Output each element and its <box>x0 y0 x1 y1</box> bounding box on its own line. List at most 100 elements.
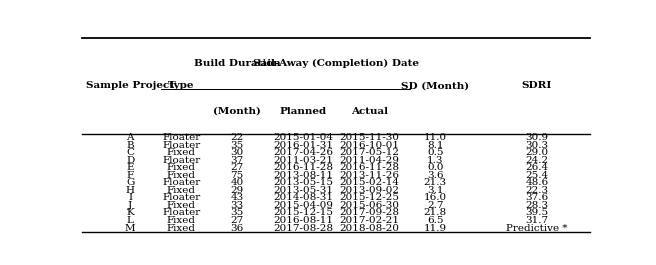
Text: D: D <box>126 156 134 165</box>
Text: 11.0: 11.0 <box>424 133 447 142</box>
Text: 2016-08-11: 2016-08-11 <box>273 216 333 225</box>
Text: Floater: Floater <box>162 133 200 142</box>
Text: 28.3: 28.3 <box>525 201 548 210</box>
Text: Type: Type <box>168 81 194 90</box>
Text: 22.3: 22.3 <box>525 186 548 195</box>
Text: 27: 27 <box>230 216 243 225</box>
Text: Floater: Floater <box>162 156 200 165</box>
Text: 2016-11-28: 2016-11-28 <box>339 163 400 172</box>
Text: 11.9: 11.9 <box>424 223 447 232</box>
Text: 30.9: 30.9 <box>525 133 548 142</box>
Text: 2013-09-02: 2013-09-02 <box>339 186 400 195</box>
Text: 29: 29 <box>230 186 243 195</box>
Text: Fixed: Fixed <box>167 216 195 225</box>
Text: 2015-01-04: 2015-01-04 <box>273 133 333 142</box>
Text: Floater: Floater <box>162 193 200 202</box>
Text: 33: 33 <box>230 201 243 210</box>
Text: 35: 35 <box>230 209 243 218</box>
Text: H: H <box>126 186 134 195</box>
Text: Planned: Planned <box>279 107 327 116</box>
Text: 31.7: 31.7 <box>525 216 548 225</box>
Text: 2017-04-26: 2017-04-26 <box>273 148 333 157</box>
Text: C: C <box>127 148 134 157</box>
Text: G: G <box>126 178 134 187</box>
Text: E: E <box>127 163 134 172</box>
Text: 2015-06-30: 2015-06-30 <box>339 201 400 210</box>
Text: M: M <box>125 223 136 232</box>
Text: 2016-11-28: 2016-11-28 <box>273 163 333 172</box>
Text: F: F <box>127 171 134 180</box>
Text: Floater: Floater <box>162 209 200 218</box>
Text: 2015-02-14: 2015-02-14 <box>339 178 400 187</box>
Text: 21.3: 21.3 <box>424 178 447 187</box>
Text: 2013-11-26: 2013-11-26 <box>339 171 400 180</box>
Text: Fixed: Fixed <box>167 171 195 180</box>
Text: 2017-02-21: 2017-02-21 <box>339 216 400 225</box>
Text: 2014-08-31: 2014-08-31 <box>273 193 333 202</box>
Text: 21.8: 21.8 <box>424 209 447 218</box>
Text: 2015-12-15: 2015-12-15 <box>273 209 333 218</box>
Text: 2011-04-29: 2011-04-29 <box>339 156 400 165</box>
Text: 39.5: 39.5 <box>525 209 548 218</box>
Text: B: B <box>127 141 134 150</box>
Text: 36: 36 <box>230 223 243 232</box>
Text: 1.3: 1.3 <box>427 156 443 165</box>
Text: 26.4: 26.4 <box>525 163 548 172</box>
Text: 27: 27 <box>230 163 243 172</box>
Text: I: I <box>128 193 133 202</box>
Text: 2017-05-12: 2017-05-12 <box>339 148 400 157</box>
Text: 2013-05-15: 2013-05-15 <box>273 178 333 187</box>
Text: 2011-03-21: 2011-03-21 <box>273 156 333 165</box>
Text: 43: 43 <box>230 193 243 202</box>
Text: A: A <box>127 133 134 142</box>
Text: Fixed: Fixed <box>167 223 195 232</box>
Text: L: L <box>127 216 134 225</box>
Text: 48.6: 48.6 <box>525 178 548 187</box>
Text: Fixed: Fixed <box>167 201 195 210</box>
Text: 2015-12-25: 2015-12-25 <box>339 193 400 202</box>
Text: 30: 30 <box>230 148 243 157</box>
Text: 35: 35 <box>230 141 243 150</box>
Text: 2015-04-09: 2015-04-09 <box>273 201 333 210</box>
Text: 2018-08-20: 2018-08-20 <box>339 223 400 232</box>
Text: 8.1: 8.1 <box>427 141 443 150</box>
Text: 75: 75 <box>230 171 243 180</box>
Text: SD (Month): SD (Month) <box>401 81 470 90</box>
Text: Fixed: Fixed <box>167 163 195 172</box>
Text: 2.7: 2.7 <box>427 201 443 210</box>
Text: 37.6: 37.6 <box>525 193 548 202</box>
Text: 24.2: 24.2 <box>525 156 548 165</box>
Text: (Month): (Month) <box>213 107 261 116</box>
Text: 0.5: 0.5 <box>427 148 443 157</box>
Text: 29.0: 29.0 <box>525 148 548 157</box>
Text: Fixed: Fixed <box>167 186 195 195</box>
Text: SDRI: SDRI <box>522 81 552 90</box>
Text: 30.3: 30.3 <box>525 141 548 150</box>
Text: 3.1: 3.1 <box>427 186 443 195</box>
Text: Sample Project: Sample Project <box>87 81 174 90</box>
Text: 2013-08-11: 2013-08-11 <box>273 171 333 180</box>
Text: 2017-08-28: 2017-08-28 <box>273 223 333 232</box>
Text: J: J <box>128 201 133 210</box>
Text: K: K <box>127 209 134 218</box>
Text: 2016-01-31: 2016-01-31 <box>273 141 333 150</box>
Text: 2016-10-01: 2016-10-01 <box>339 141 400 150</box>
Text: 0.0: 0.0 <box>427 163 443 172</box>
Text: Fixed: Fixed <box>167 148 195 157</box>
Text: 37: 37 <box>230 156 243 165</box>
Text: Actual: Actual <box>351 107 388 116</box>
Text: 22: 22 <box>230 133 243 142</box>
Text: Predictive *: Predictive * <box>506 223 568 232</box>
Text: 2015-11-30: 2015-11-30 <box>339 133 400 142</box>
Text: 25.4: 25.4 <box>525 171 548 180</box>
Text: Floater: Floater <box>162 178 200 187</box>
Text: 6.5: 6.5 <box>427 216 443 225</box>
Text: 3.6: 3.6 <box>427 171 443 180</box>
Text: 40: 40 <box>230 178 243 187</box>
Text: 2017-09-28: 2017-09-28 <box>339 209 400 218</box>
Text: 16.0: 16.0 <box>424 193 447 202</box>
Text: 2013-05-31: 2013-05-31 <box>273 186 333 195</box>
Text: Sail-Away (Completion) Date: Sail-Away (Completion) Date <box>253 59 419 68</box>
Text: Build Duration: Build Duration <box>194 59 280 68</box>
Text: Floater: Floater <box>162 141 200 150</box>
